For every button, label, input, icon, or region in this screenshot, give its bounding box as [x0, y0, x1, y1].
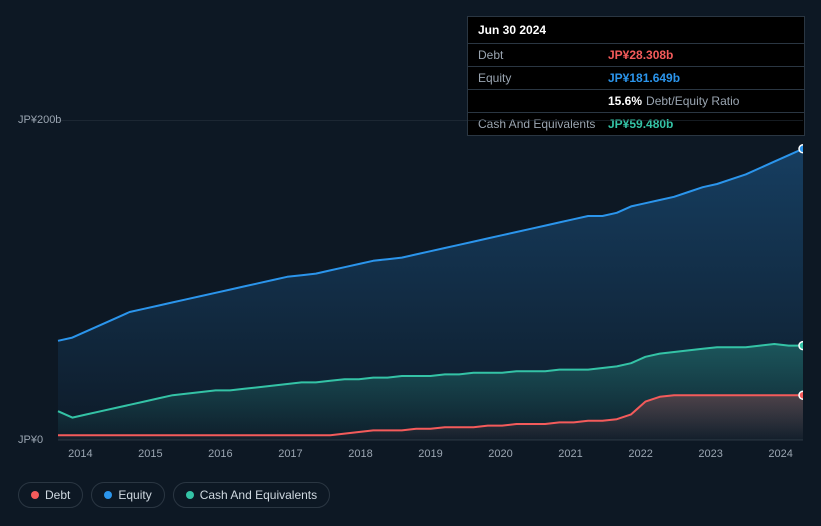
- tooltip-row-label: Debt: [478, 48, 608, 62]
- x-axis-label: 2020: [488, 448, 512, 460]
- tooltip-date: Jun 30 2024: [468, 17, 804, 44]
- tooltip-row: DebtJP¥28.308b: [468, 44, 804, 67]
- legend-item-equity[interactable]: Equity: [91, 482, 164, 508]
- tooltip-row-value: 15.6%: [608, 94, 642, 108]
- x-axis-label: 2019: [418, 448, 442, 460]
- legend-item-debt[interactable]: Debt: [18, 482, 83, 508]
- legend-item-label: Debt: [45, 488, 70, 502]
- x-axis-label: 2021: [558, 448, 582, 460]
- chart-tooltip: Jun 30 2024 DebtJP¥28.308bEquityJP¥181.6…: [467, 16, 805, 136]
- legend-dot-icon: [31, 491, 39, 499]
- debt-equity-chart: JP¥200bJP¥0 2014201520162017201820192020…: [18, 120, 803, 506]
- legend-item-cash-and-equivalents[interactable]: Cash And Equivalents: [173, 482, 330, 508]
- tooltip-row-label: [478, 94, 608, 108]
- tooltip-row: EquityJP¥181.649b: [468, 67, 804, 90]
- tooltip-row: 15.6% Debt/Equity Ratio: [468, 90, 804, 113]
- tooltip-row-extra: Debt/Equity Ratio: [646, 94, 739, 108]
- x-axis-label: 2018: [348, 448, 372, 460]
- x-axis-label: 2024: [768, 448, 792, 460]
- x-axis-label: 2023: [698, 448, 722, 460]
- y-axis-label: JP¥0: [18, 434, 43, 446]
- tooltip-row-label: Equity: [478, 71, 608, 85]
- x-axis-label: 2017: [278, 448, 302, 460]
- x-axis-label: 2016: [208, 448, 232, 460]
- x-axis-label: 2014: [68, 448, 92, 460]
- x-axis-label: 2022: [628, 448, 652, 460]
- legend-item-label: Cash And Equivalents: [200, 488, 317, 502]
- legend-item-label: Equity: [118, 488, 151, 502]
- chart-legend: Debt Equity Cash And Equivalents: [18, 482, 330, 508]
- x-axis-label: 2015: [138, 448, 162, 460]
- y-axis-label: JP¥200b: [18, 114, 61, 126]
- legend-dot-icon: [186, 491, 194, 499]
- tooltip-row-value: JP¥181.649b: [608, 71, 680, 85]
- legend-dot-icon: [104, 491, 112, 499]
- chart-svg: [18, 120, 803, 470]
- tooltip-row-value: JP¥28.308b: [608, 48, 673, 62]
